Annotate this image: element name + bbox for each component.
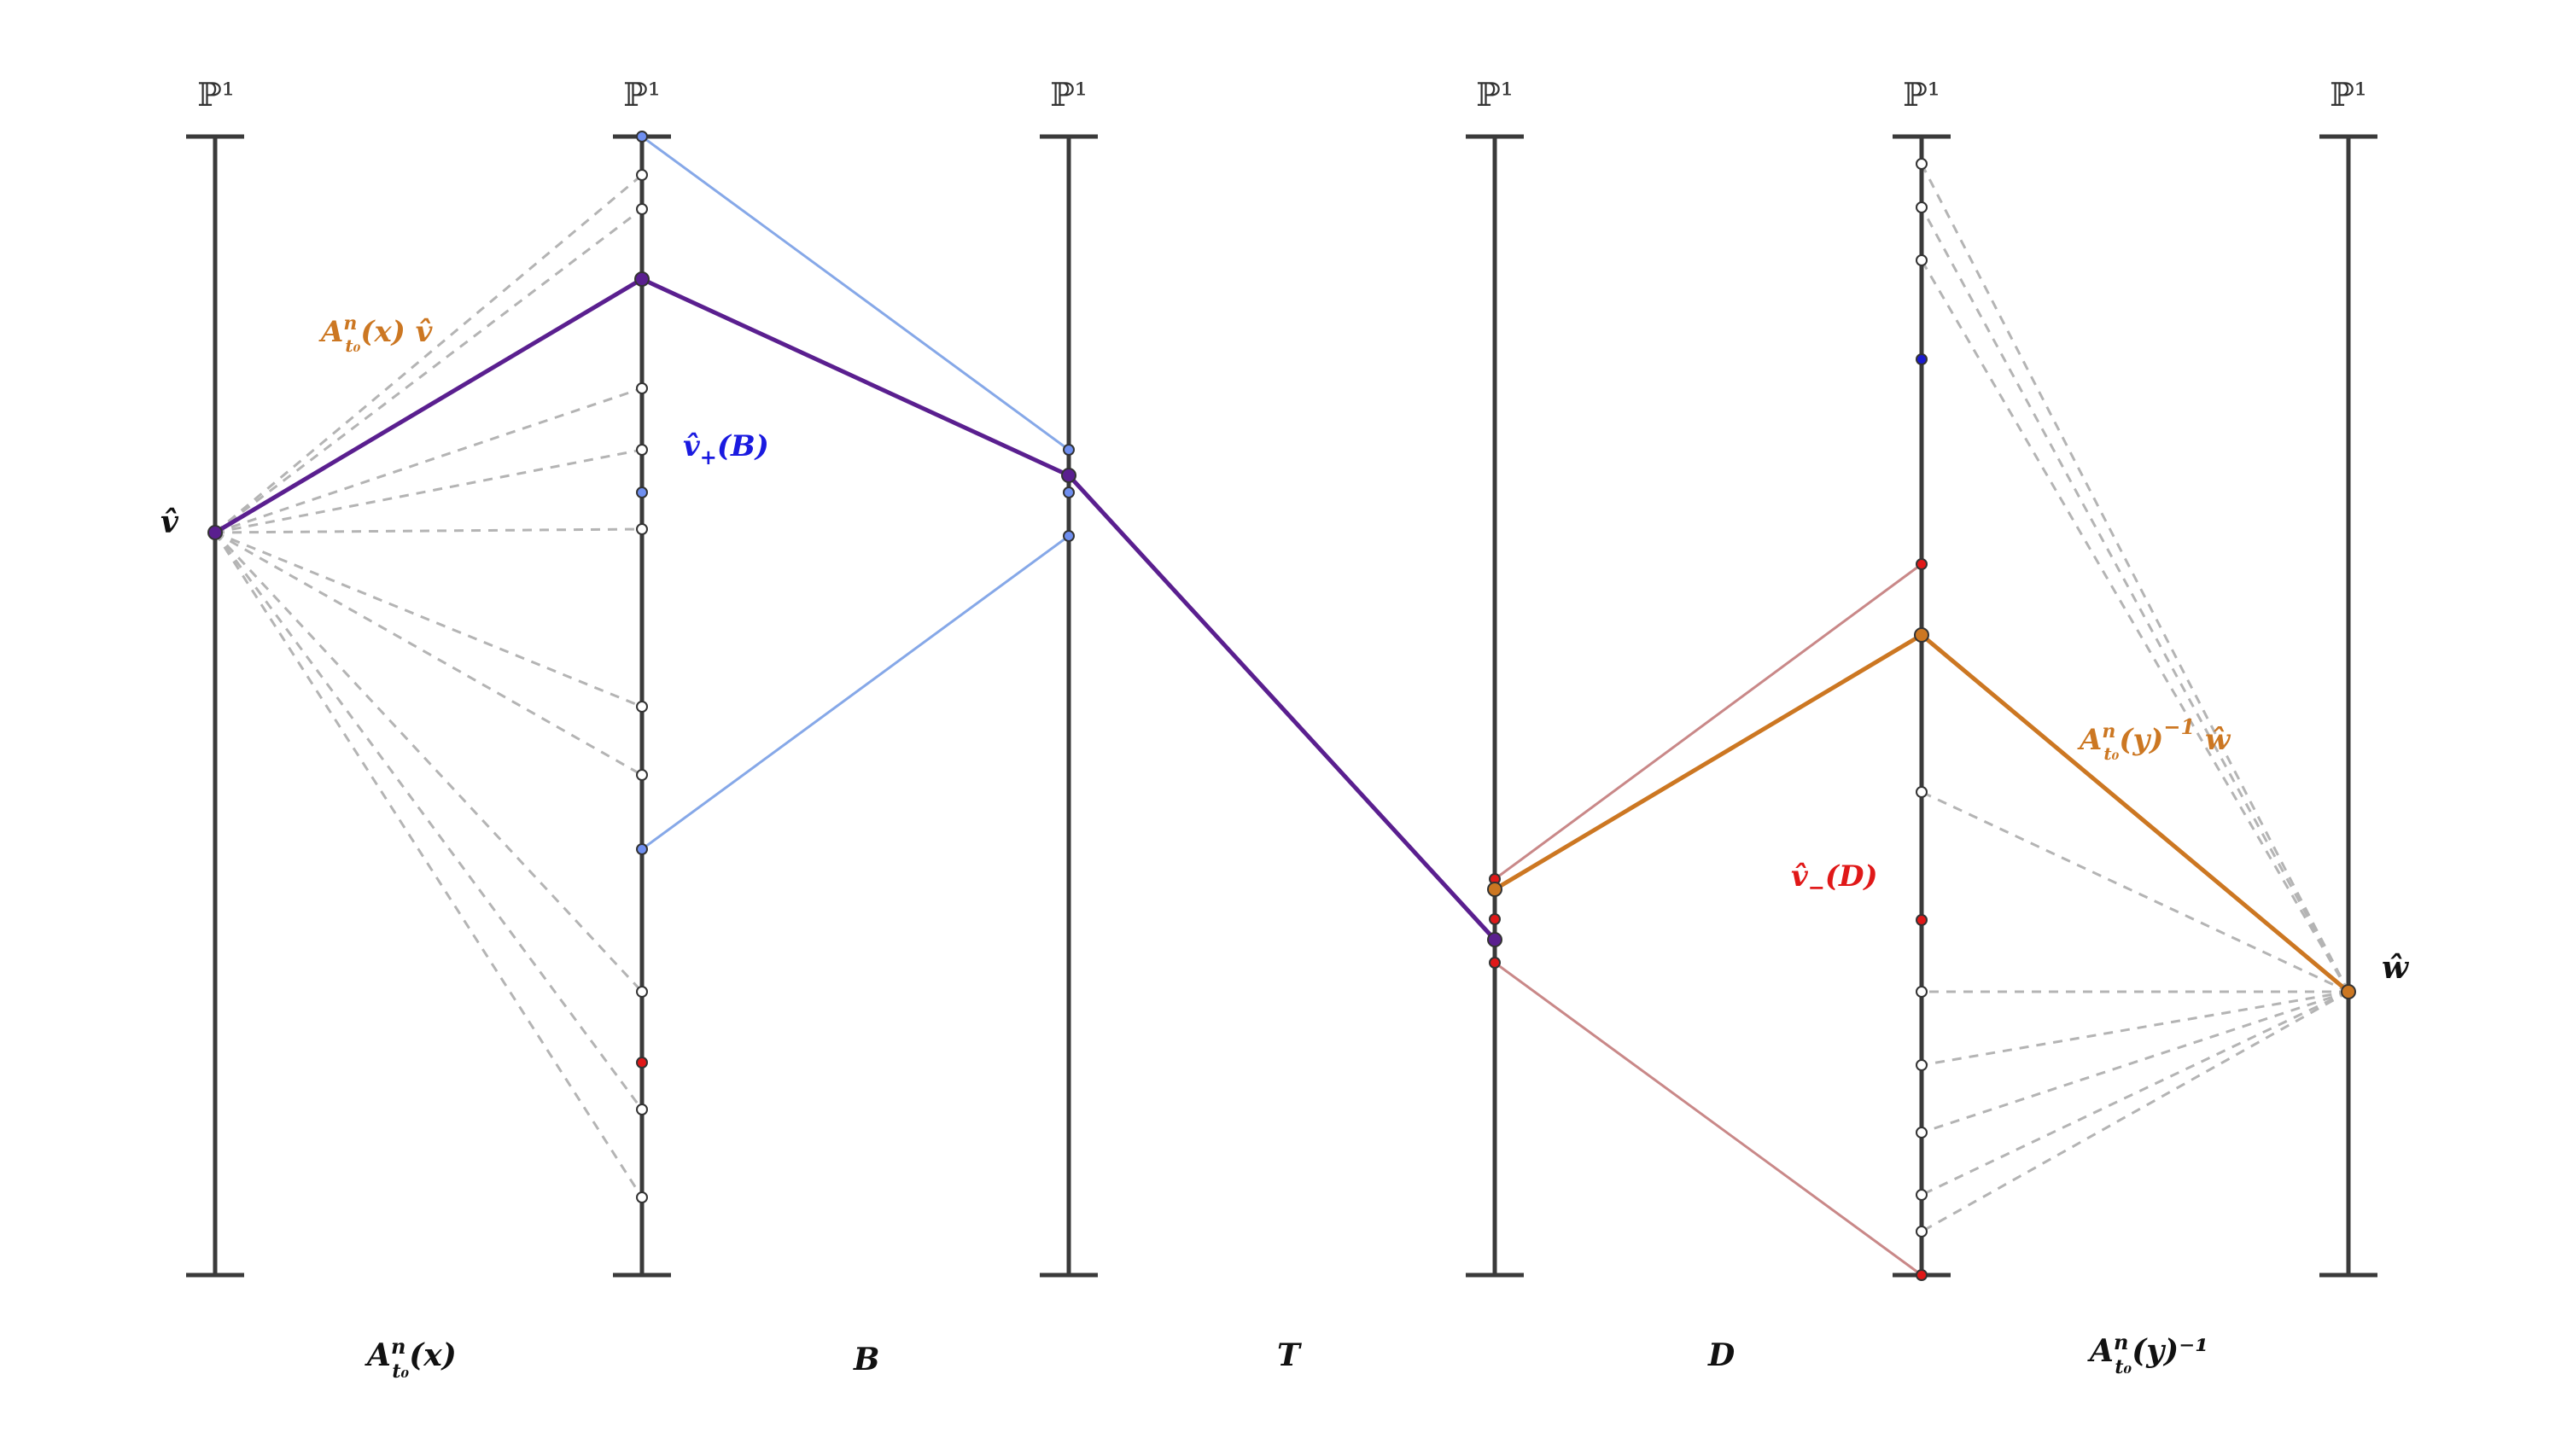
connecting-lines <box>641 135 1922 1277</box>
axis-5-orange-point <box>1914 627 1929 643</box>
axis-5-point-9 <box>1916 1226 1928 1238</box>
label-A-v: An t₀(x) v̂ <box>318 312 434 356</box>
axis-3-blue-point-3 <box>1063 530 1075 542</box>
axis-4-header: ℙ¹ <box>1476 76 1514 114</box>
map-label-A-y-inv: An t₀(y)⁻¹ <box>2087 1330 2208 1378</box>
dashed-line-right-8 <box>1921 990 2349 1197</box>
axis-2-point-10 <box>636 1191 648 1203</box>
label-A-w: An t₀(y)−1 ŵ <box>2077 714 2231 764</box>
axis-3-purple-point <box>1061 468 1076 483</box>
axis-3-blue-point-1 <box>1063 444 1075 456</box>
axis-2-blue-point-bottom <box>636 843 648 855</box>
axis-1-header: ℙ¹ <box>197 76 235 114</box>
red-line-bottom <box>1494 961 1922 1277</box>
v-hat-point <box>207 525 223 540</box>
dashed-line-left-8 <box>213 531 644 993</box>
axis-5-header: ℙ¹ <box>1903 76 1940 114</box>
axis-5-point-4 <box>1916 786 1928 798</box>
dashed-line-right-9 <box>1921 990 2349 1233</box>
dashed-line-left-3 <box>214 387 643 534</box>
axis-5-point-2 <box>1916 201 1928 213</box>
axis-5-red-point-3 <box>1916 1269 1928 1281</box>
dashed-line-right-1 <box>1920 163 2350 993</box>
axis-5-blue-point <box>1916 353 1928 365</box>
axis-headers: ℙ¹ ℙ¹ ℙ¹ ℙ¹ ℙ¹ ℙ¹ <box>197 76 2367 114</box>
axis-5-red-point-1 <box>1916 558 1928 570</box>
dashed-lines <box>213 163 2350 1233</box>
axis-3-blue-point-2 <box>1063 486 1075 498</box>
axis-2-blue-point <box>636 486 648 498</box>
axis-2-point-4 <box>636 444 648 456</box>
map-labels: An t₀(x) B T D An t₀(y)⁻¹ <box>365 1330 2208 1383</box>
points <box>207 131 2356 1281</box>
dashed-line-right-2 <box>1920 207 2350 993</box>
map-label-D: D <box>1707 1337 1735 1373</box>
axis-2-point-1 <box>636 169 648 181</box>
point-labels: v̂ ŵ An t₀(x) v̂ v̂+(B) v̂−(D) An t₀(y)−1 … <box>160 312 2410 986</box>
label-w-hat: ŵ <box>2382 950 2410 986</box>
map-label-T: T <box>1277 1337 1302 1373</box>
axis-5-point-3 <box>1916 254 1928 266</box>
axis-4-red-point-3 <box>1489 957 1501 969</box>
axis-5-point-8 <box>1916 1189 1928 1201</box>
axis-5-point-1 <box>1916 158 1928 170</box>
purple-orbit-path <box>213 277 1496 941</box>
dashed-line-right-7 <box>1921 990 2349 1134</box>
axis-4-orange-point <box>1487 882 1502 897</box>
axis-2-point-6 <box>636 701 648 713</box>
axis-4-purple-point <box>1487 932 1502 947</box>
dashed-line-left-4 <box>214 448 643 534</box>
axis-2-point-8 <box>636 986 648 998</box>
main-paths <box>213 277 2350 993</box>
dashed-line-left-2 <box>214 207 643 534</box>
dashed-line-left-7 <box>214 531 643 777</box>
axis-4-red-point-2 <box>1489 913 1501 925</box>
dashed-line-left-6 <box>214 531 643 708</box>
axis-5-red-point-2 <box>1916 914 1928 926</box>
axis-2-red-point <box>636 1057 648 1069</box>
axis-5-point-7 <box>1916 1127 1928 1139</box>
dashed-line-left-9 <box>213 532 644 1110</box>
map-label-A-x: An t₀(x) <box>365 1334 457 1383</box>
dashed-line-left-10 <box>213 532 644 1198</box>
map-label-B: B <box>853 1342 879 1377</box>
dashed-line-right-3 <box>1920 259 2350 993</box>
axis-5-point-6 <box>1916 1059 1928 1071</box>
axis-2-purple-point <box>634 271 650 287</box>
axis-2-point-7 <box>636 769 648 781</box>
blue-line-top <box>641 135 1070 451</box>
dashed-line-right-4 <box>1921 790 2349 993</box>
label-v-minus: v̂−(D) <box>1791 859 1878 900</box>
axis-2-blue-point-top <box>636 131 648 143</box>
label-v-hat: v̂ <box>160 504 179 540</box>
axis-2-point-2 <box>636 203 648 215</box>
axis-3-header: ℙ¹ <box>1050 76 1088 114</box>
axis-2-point-9 <box>636 1104 648 1115</box>
dashed-line-left-5 <box>214 527 643 534</box>
blue-line-bottom <box>641 534 1070 851</box>
label-v-plus: v̂+(B) <box>683 429 769 469</box>
axis-6-header: ℙ¹ <box>2330 76 2367 114</box>
axis-2-point-3 <box>636 382 648 394</box>
axis-2-header: ℙ¹ <box>623 76 661 114</box>
dashed-line-left-1 <box>214 173 643 534</box>
axis-2-point-5 <box>636 523 648 535</box>
red-line-top <box>1494 562 1922 881</box>
axis-5-point-5 <box>1916 986 1928 998</box>
dashed-line-right-6 <box>1921 990 2349 1067</box>
w-hat-point <box>2341 984 2356 999</box>
